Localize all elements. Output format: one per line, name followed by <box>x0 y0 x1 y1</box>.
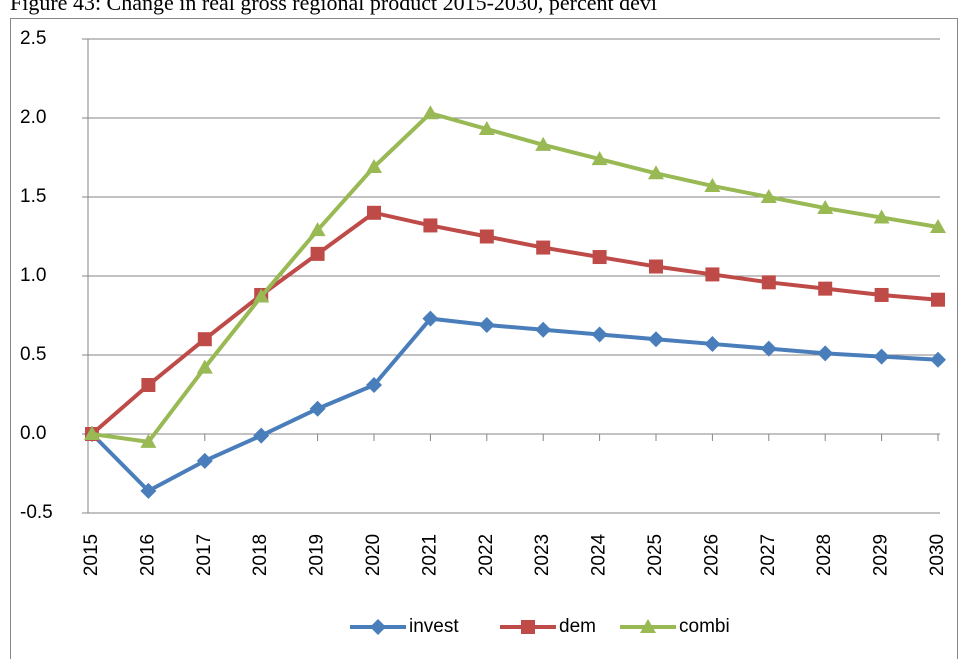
x-tick-label: 2015 <box>81 534 102 576</box>
marker <box>253 288 270 303</box>
x-tick-label: 2017 <box>194 534 215 576</box>
marker <box>817 200 834 215</box>
marker <box>930 219 946 234</box>
marker <box>931 292 945 307</box>
marker <box>367 205 381 220</box>
x-tick-label: 2023 <box>532 534 553 576</box>
marker <box>649 259 663 274</box>
marker <box>478 121 495 136</box>
marker <box>818 281 833 296</box>
x-tick-label: 2022 <box>476 534 497 576</box>
marker <box>873 348 890 365</box>
x-tick-label: 2030 <box>927 534 948 576</box>
marker <box>422 105 439 120</box>
x-tick-label: 2028 <box>814 534 835 576</box>
marker <box>705 267 720 282</box>
legend-label: combi <box>679 616 730 637</box>
marker <box>536 240 551 255</box>
y-tick-label: 1.5 <box>20 186 46 207</box>
marker <box>370 619 386 635</box>
legend-label: dem <box>559 616 596 637</box>
marker <box>591 151 608 166</box>
marker <box>309 400 326 417</box>
marker <box>761 275 776 290</box>
marker <box>478 316 495 333</box>
x-tick-label: 2019 <box>307 534 328 576</box>
series-line <box>91 111 939 444</box>
marker <box>521 620 535 634</box>
x-tick-label: 2018 <box>250 534 271 576</box>
marker <box>84 426 100 440</box>
legend-item: invest <box>350 616 459 637</box>
y-tick-label: 1.0 <box>20 265 46 286</box>
chart-title: Figure 43: Change in real gross regional… <box>10 0 657 15</box>
x-tick-label: 2029 <box>871 534 892 576</box>
x-tick-label: 2027 <box>758 534 779 576</box>
x-tick-label: 2016 <box>137 534 158 576</box>
marker <box>704 335 721 352</box>
x-tick-label: 2025 <box>645 534 666 576</box>
marker <box>873 209 890 224</box>
marker <box>592 250 607 265</box>
marker <box>140 482 157 499</box>
y-tick-label: 0.0 <box>20 423 46 444</box>
marker <box>648 331 664 348</box>
marker <box>648 165 664 180</box>
marker <box>196 452 213 469</box>
y-tick-label: 2.0 <box>20 107 46 128</box>
legend-label: invest <box>409 616 459 637</box>
marker <box>309 222 326 237</box>
series-line <box>90 316 939 493</box>
legend-item: combi <box>620 616 730 637</box>
x-tick-label: 2026 <box>701 534 722 576</box>
marker <box>930 351 946 368</box>
marker <box>141 378 156 393</box>
marker <box>640 619 656 633</box>
marker <box>423 218 438 233</box>
marker <box>535 321 552 338</box>
series-line <box>90 210 939 436</box>
x-tick-label: 2020 <box>363 534 384 576</box>
marker <box>422 310 439 327</box>
marker <box>366 377 382 394</box>
x-tick-label: 2024 <box>589 533 610 576</box>
marker <box>704 177 721 192</box>
x-tick-label: 2021 <box>419 534 440 576</box>
chart-border <box>10 18 958 659</box>
y-tick-label: 0.5 <box>20 344 46 365</box>
marker <box>366 158 382 173</box>
marker <box>874 287 889 302</box>
marker <box>253 427 270 444</box>
legend-item: dem <box>500 616 596 637</box>
marker <box>760 340 777 357</box>
marker <box>591 326 608 343</box>
marker <box>760 189 777 203</box>
marker <box>140 433 157 448</box>
marker <box>310 246 325 261</box>
y-tick-label: -0.5 <box>20 502 53 523</box>
marker <box>196 359 213 374</box>
marker <box>535 136 552 151</box>
marker <box>479 229 494 244</box>
marker <box>197 332 212 347</box>
marker <box>817 345 834 362</box>
y-tick-label: 2.5 <box>20 28 46 49</box>
